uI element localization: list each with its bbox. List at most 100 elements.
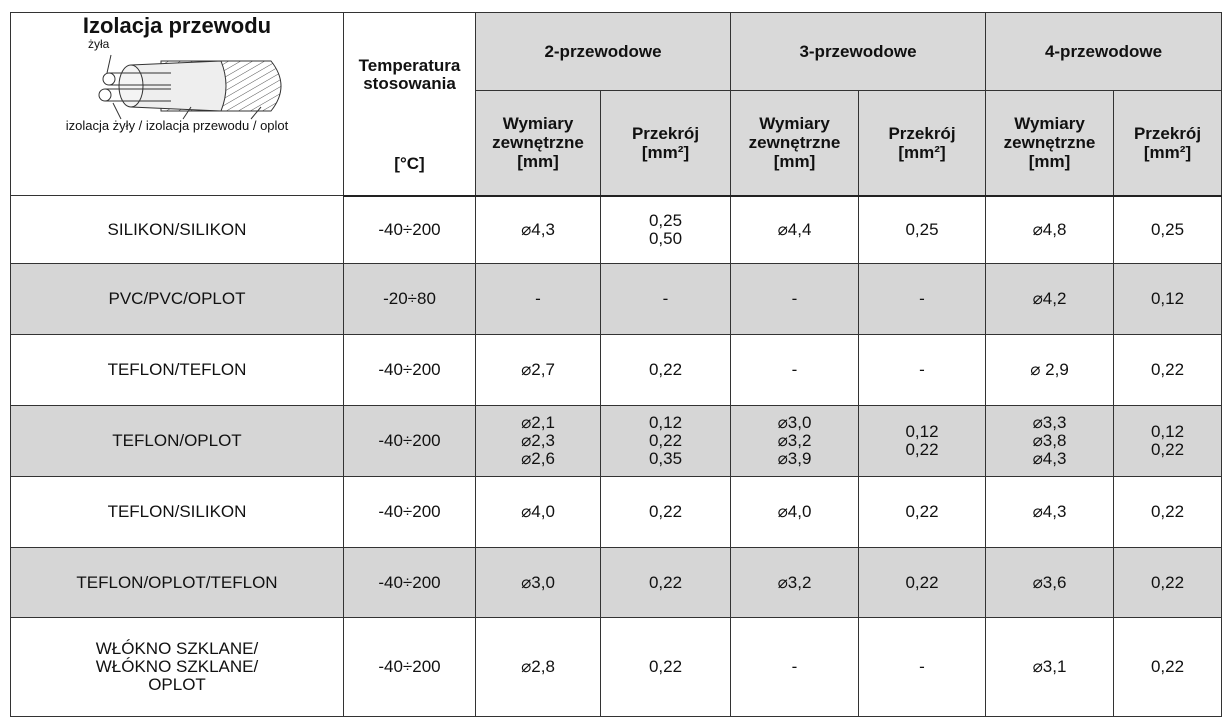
cell-line: ⌀4,8: [1032, 219, 1067, 239]
table-cell: 0,22: [1113, 334, 1222, 406]
row-header: PVC/PVC/OPLOT: [10, 263, 344, 335]
table-cell: 0,25 0,50: [600, 195, 731, 264]
layers-label: izolacja żyły / izolacja przewodu / oplo…: [65, 118, 289, 133]
table-cell: -: [600, 263, 731, 335]
cell-line: ⌀3,0: [521, 572, 555, 592]
header-line: [mm²]: [898, 142, 946, 162]
cell-line: SILIKON/SILIKON: [107, 219, 247, 239]
cell-line: ⌀3,3: [1032, 413, 1067, 432]
cell-line: -: [662, 289, 669, 308]
core-label: żyła: [88, 37, 110, 51]
row-header: WŁÓKNO SZKLANE/WŁÓKNO SZKLANE/OPLOT: [10, 617, 344, 717]
sub-header: Wymiary zewnętrzne [mm]: [475, 90, 601, 197]
cell-line: ⌀4,4: [777, 219, 812, 239]
table-row: PVC/PVC/OPLOT -20÷80 - - - - ⌀4,2 0,12: [10, 263, 1222, 335]
table-cell: 0,22: [858, 476, 986, 548]
table-cell: 0,25: [858, 195, 986, 264]
cell-line: ⌀4,3: [1032, 449, 1067, 468]
cell-line: ⌀3,2: [777, 431, 812, 450]
cell-line: ⌀2,8: [521, 657, 555, 676]
cell-line: 0,50: [648, 228, 683, 248]
cell-line: -40÷200: [378, 360, 441, 379]
table-cell: -40÷200: [343, 476, 476, 548]
header-line: zewnętrzne: [1003, 133, 1096, 153]
cell-line: -40÷200: [378, 657, 441, 676]
table-cell: ⌀ 2,9: [985, 334, 1114, 406]
header-line: zewnętrzne: [492, 133, 584, 153]
table-cell: ⌀4,0: [730, 476, 859, 548]
cell-line: -: [791, 657, 798, 676]
table-row: WŁÓKNO SZKLANE/WŁÓKNO SZKLANE/OPLOT -40÷2…: [10, 617, 1222, 717]
cell-line: 0,22: [905, 572, 939, 592]
table-cell: ⌀2,7: [475, 334, 601, 406]
sub-header: Przekrój [mm²]: [1113, 90, 1222, 197]
group-header: 2-przewodowe: [475, 12, 731, 91]
temperature-text: Temperatura stosowania [°C]: [344, 29, 475, 179]
header-line: [mm²]: [641, 142, 690, 162]
table-cell: -40÷200: [343, 334, 476, 406]
cell-line: 0,12: [1150, 289, 1185, 308]
sub-header: Przekrój [mm²]: [600, 90, 731, 197]
cell-line: 0,12: [905, 422, 939, 441]
cell-line: 0,22: [1150, 360, 1185, 379]
table-cell: 0,12 0,22: [1113, 405, 1222, 477]
temperature-header: Temperatura stosowania [°C]: [343, 12, 476, 197]
header-line: Temperatura: [358, 55, 461, 75]
cell-line: ⌀3,9: [777, 449, 812, 468]
cell-line: 0,22: [648, 431, 683, 450]
table-cell: ⌀4,8: [985, 195, 1114, 264]
table-cell: ⌀3,2: [730, 547, 859, 618]
table-cell: -: [858, 617, 986, 717]
cell-line: ⌀2,1: [521, 413, 555, 432]
table-row: TEFLON/SILIKON -40÷200 ⌀4,0 0,22 ⌀4,0 0,22 ⌀4,…: [10, 476, 1222, 548]
cell-line: ⌀4,3: [1032, 502, 1067, 521]
cell-line: -: [535, 289, 541, 308]
cell-line: -40÷200: [378, 219, 441, 239]
cell-line: 0,22: [905, 502, 939, 521]
table-cell: ⌀4,3: [475, 195, 601, 264]
table-row: TEFLON/TEFLON -40÷200 ⌀2,7 0,22 - - ⌀ 2,9 0,22: [10, 334, 1222, 406]
header-line: zewnętrzne: [748, 133, 841, 153]
table-cell: ⌀3,3 ⌀3,8 ⌀4,3: [985, 405, 1114, 477]
sub-header: Wymiary zewnętrzne [mm]: [985, 90, 1114, 197]
cell-line: OPLOT: [148, 675, 206, 694]
header-line: Przekrój: [631, 123, 700, 143]
cell-line: ⌀2,7: [521, 360, 555, 379]
table-cell: 0,22: [1113, 547, 1222, 618]
table-cell: ⌀3,0 ⌀3,2 ⌀3,9: [730, 405, 859, 477]
cell-line: PVC/PVC/OPLOT: [108, 289, 246, 308]
cell-line: ⌀2,3: [521, 431, 555, 450]
table-cell: ⌀3,0: [475, 547, 601, 618]
cell-line: 0,22: [648, 657, 683, 676]
table-row: SILIKON/SILIKON -40÷200 ⌀4,3 0,25 0,50 ⌀4,4 0,…: [10, 195, 1222, 264]
table-cell: 0,12: [1113, 263, 1222, 335]
table-cell: ⌀3,6: [985, 547, 1114, 618]
cell-line: ⌀4,0: [777, 502, 812, 521]
cell-line: 0,22: [1150, 572, 1185, 592]
table-cell: -: [475, 263, 601, 335]
header-line: [mm²]: [1143, 142, 1192, 162]
cell-line: WŁÓKNO SZKLANE/: [95, 639, 259, 658]
header-line: [mm]: [773, 152, 816, 172]
table-cell: ⌀4,4: [730, 195, 859, 264]
cell-line: WŁÓKNO SZKLANE/: [95, 657, 259, 676]
cell-line: -: [791, 360, 798, 379]
cell-line: 0,22: [648, 572, 683, 592]
cell-line: ⌀2,6: [521, 449, 555, 468]
cell-line: -40÷200: [378, 431, 441, 450]
cell-line: 0,25: [1150, 219, 1185, 239]
cell-line: ⌀4,0: [521, 502, 555, 521]
header-line: [°C]: [394, 153, 425, 173]
table-cell: 0,22: [600, 476, 731, 548]
table-cell: ⌀3,1: [985, 617, 1114, 717]
sub-header: Wymiary zewnętrzne [mm]: [730, 90, 859, 197]
table-cell: ⌀4,2: [985, 263, 1114, 335]
table-cell: 0,12 0,22: [858, 405, 986, 477]
table-cell: 0,22: [600, 334, 731, 406]
table-cell: -40÷200: [343, 547, 476, 618]
header-line: stosowania: [363, 73, 456, 93]
cell-line: TEFLON/SILIKON: [107, 502, 247, 521]
table-cell: 0,22: [1113, 617, 1222, 717]
table-cell: -40÷200: [343, 405, 476, 477]
table-cell: 0,22: [1113, 476, 1222, 548]
